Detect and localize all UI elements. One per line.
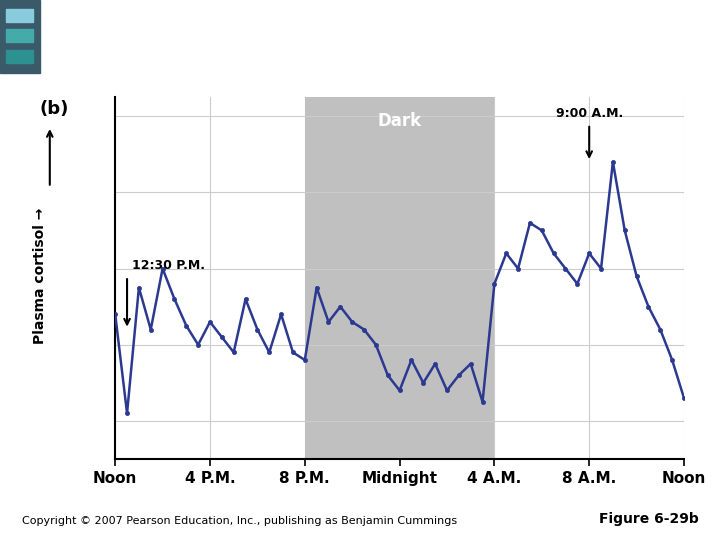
Text: Control Pathways: Setpoints: Control Pathways: Setpoints: [47, 23, 470, 50]
Text: Plasma cortisol →: Plasma cortisol →: [32, 207, 47, 343]
Bar: [0, 0, 40, 73]
Bar: [6, 9, 33, 22]
Bar: [6, 50, 33, 63]
Bar: [6, 29, 33, 42]
Bar: [305, 97, 495, 459]
Text: Dark: Dark: [377, 112, 422, 131]
Text: 12:30 P.M.: 12:30 P.M.: [132, 259, 204, 272]
Text: Copyright © 2007 Pearson Education, Inc., publishing as Benjamin Cummings: Copyright © 2007 Pearson Education, Inc.…: [22, 516, 456, 526]
Text: Figure 6-29b: Figure 6-29b: [598, 512, 698, 526]
Text: 9:00 A.M.: 9:00 A.M.: [556, 107, 623, 120]
Text: (b): (b): [40, 100, 69, 118]
